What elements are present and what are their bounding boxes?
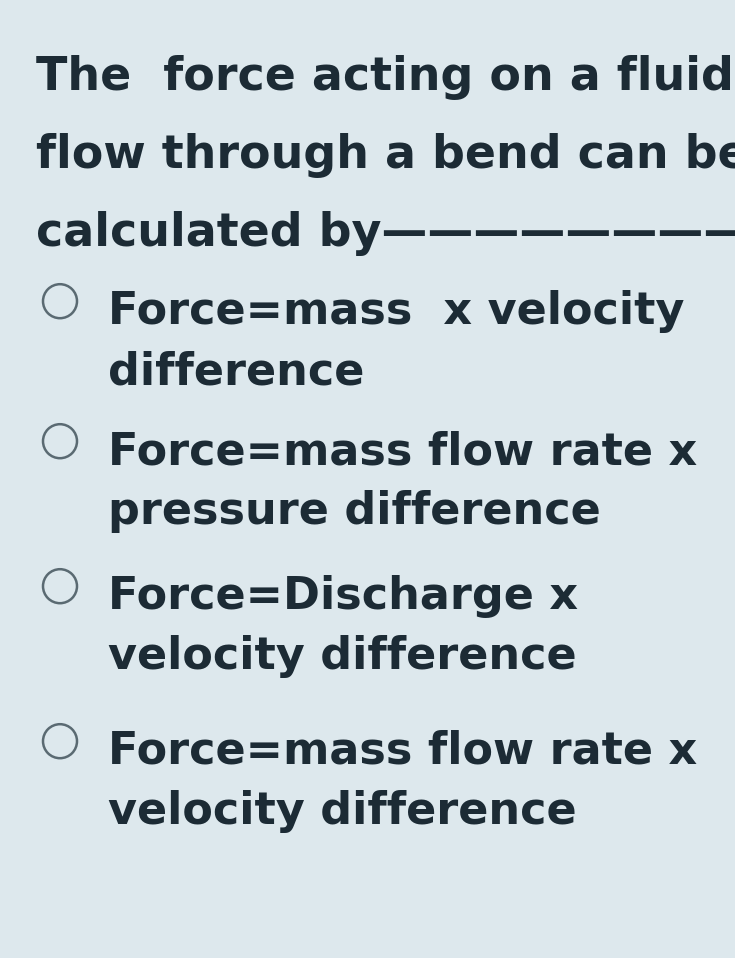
Text: Force=mass  x velocity: Force=mass x velocity — [108, 290, 684, 333]
Text: Force=mass flow rate x: Force=mass flow rate x — [108, 430, 698, 473]
Text: flow through a bend can be: flow through a bend can be — [36, 133, 735, 178]
Text: difference: difference — [108, 350, 365, 393]
Text: velocity difference: velocity difference — [108, 790, 577, 833]
Text: The  force acting on a fluid: The force acting on a fluid — [36, 55, 734, 100]
Text: pressure difference: pressure difference — [108, 490, 600, 533]
Text: calculated by—————————: calculated by————————— — [36, 211, 735, 256]
Text: Force=Discharge x: Force=Discharge x — [108, 575, 578, 618]
Text: velocity difference: velocity difference — [108, 635, 577, 678]
Text: Force=mass flow rate x: Force=mass flow rate x — [108, 730, 698, 773]
